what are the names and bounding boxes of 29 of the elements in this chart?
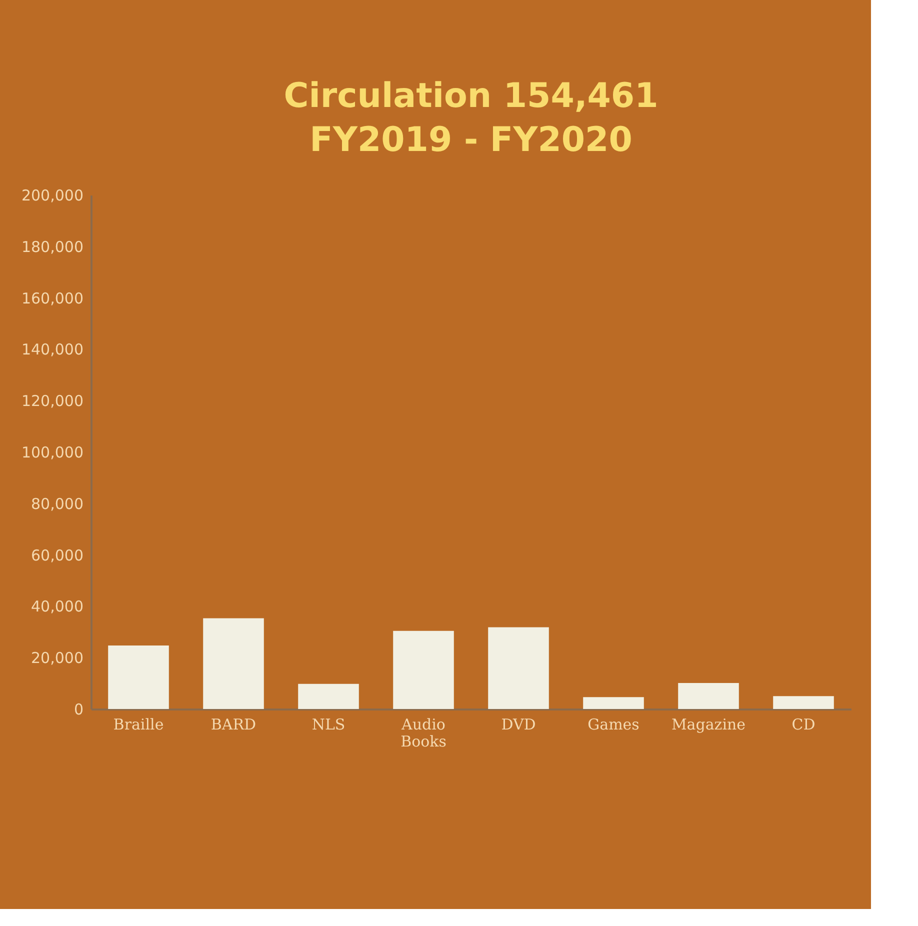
y-tick-label: 160,000: [21, 289, 84, 308]
bar: [298, 684, 359, 709]
y-tick-label: 100,000: [21, 444, 84, 462]
x-tick-label: NLS: [312, 716, 346, 734]
y-tick-label: 120,000: [21, 392, 84, 410]
x-tick-label: CD: [792, 716, 816, 734]
bar: [108, 646, 169, 709]
x-tick-label: Audio Books: [400, 716, 446, 750]
y-tick-label: 80,000: [31, 494, 84, 513]
y-tick-label: 40,000: [31, 598, 84, 616]
y-tick-label: 0: [74, 700, 84, 718]
text: FY2019 - FY2020: [310, 120, 632, 160]
y-tick-label: 180,000: [21, 238, 84, 256]
x-tick-label: BARD: [210, 716, 256, 734]
bar: [773, 696, 834, 709]
x-tick-label: DVD: [501, 716, 536, 734]
y-tick-label: 140,000: [21, 340, 84, 359]
text: Circulation 154,461: [284, 76, 658, 116]
bar: [203, 618, 264, 709]
y-tick-label: 200,000: [21, 186, 84, 204]
y-tick-label: 60,000: [31, 546, 84, 564]
bar: [393, 630, 454, 709]
x-tick-label: Magazine: [671, 716, 746, 734]
bar: [678, 683, 739, 709]
x-tick-label: Braille: [113, 716, 164, 734]
x-tick-label: Games: [588, 716, 640, 734]
y-tick-label: 20,000: [31, 649, 84, 668]
bar: [583, 697, 644, 709]
bar: [488, 627, 549, 709]
